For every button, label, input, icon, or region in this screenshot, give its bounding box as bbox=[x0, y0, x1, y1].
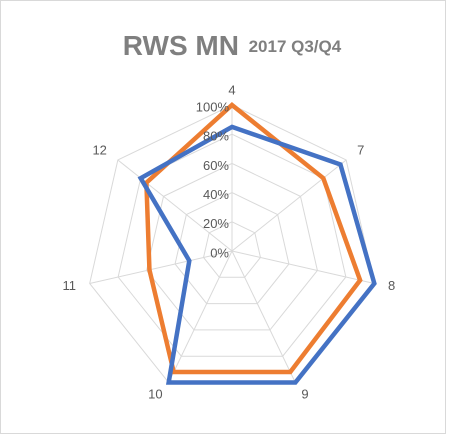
spoke bbox=[168, 250, 233, 383]
r-tick-label: 60% bbox=[203, 158, 229, 173]
spoke bbox=[89, 250, 233, 284]
series-line bbox=[137, 124, 377, 385]
r-tick-label: 40% bbox=[203, 187, 229, 202]
spoke bbox=[231, 250, 375, 284]
r-tick-label: 0% bbox=[210, 245, 229, 260]
category-label: 4 bbox=[228, 82, 235, 97]
chart-title-group: RWS MN 2017 Q3/Q4 bbox=[123, 30, 342, 61]
series-line bbox=[144, 102, 363, 375]
category-label: 12 bbox=[92, 143, 106, 158]
r-tick-label: 100% bbox=[196, 99, 230, 114]
category-label: 10 bbox=[148, 387, 162, 402]
category-label: 7 bbox=[357, 143, 364, 158]
spoke bbox=[117, 159, 233, 252]
category-label: 11 bbox=[63, 278, 77, 293]
category-label: 9 bbox=[301, 387, 308, 402]
category-label: 8 bbox=[388, 278, 395, 293]
chart-subtitle: 2017 Q3/Q4 bbox=[249, 37, 342, 56]
spoke bbox=[231, 159, 347, 252]
spoke bbox=[231, 250, 296, 383]
chart-title: RWS MN bbox=[123, 30, 239, 61]
grid-ring bbox=[202, 221, 262, 278]
r-tick-label: 80% bbox=[203, 129, 229, 144]
r-tick-label: 20% bbox=[203, 216, 229, 231]
grid-ring bbox=[174, 192, 290, 305]
